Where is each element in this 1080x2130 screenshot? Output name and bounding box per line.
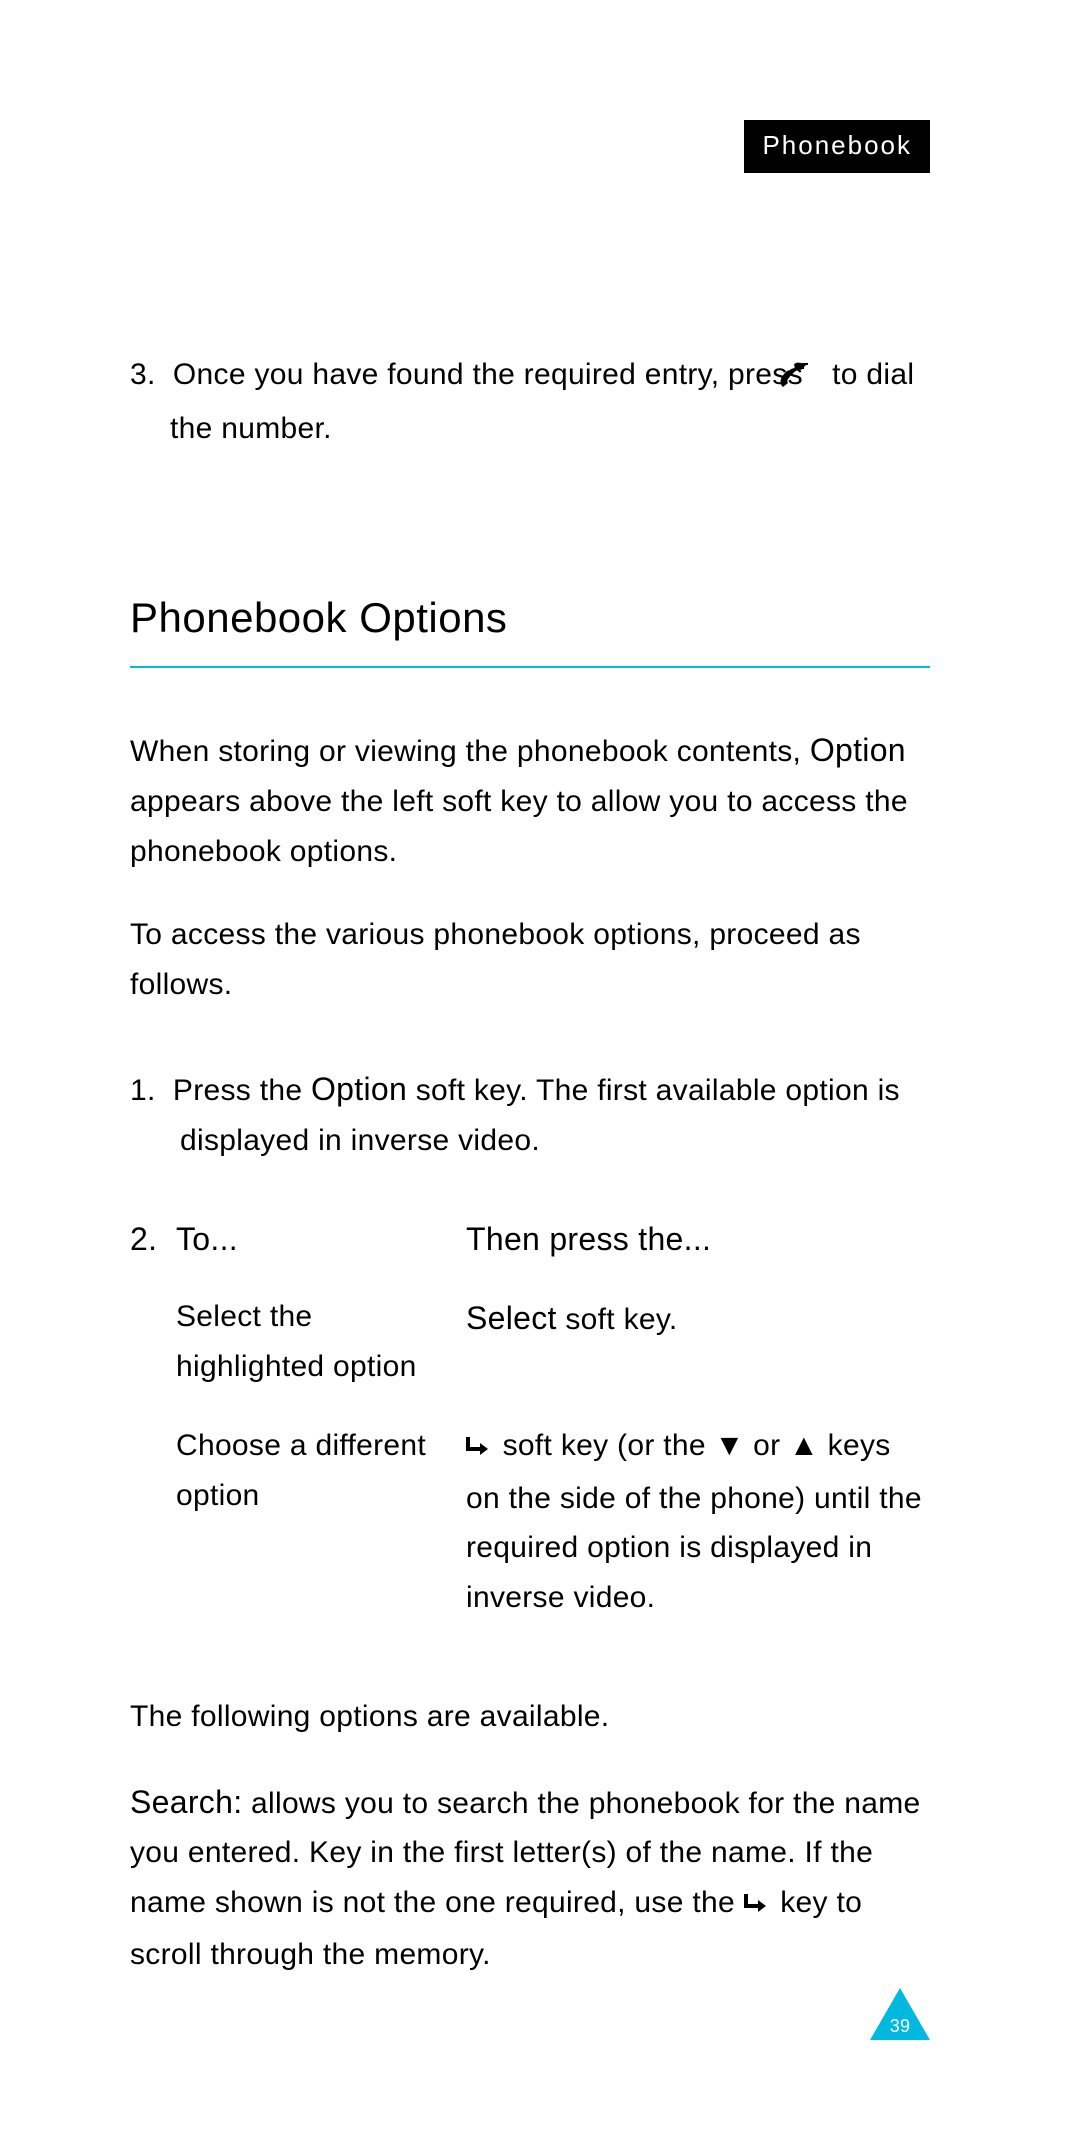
document-page: Phonebook 3. Once you have found the req… bbox=[0, 0, 1080, 2130]
step-number: 2. bbox=[130, 1213, 176, 1266]
step-3: 3. Once you have found the required entr… bbox=[130, 350, 930, 453]
text: soft key (or the bbox=[494, 1429, 714, 1462]
col-to-header: To... bbox=[176, 1213, 466, 1266]
page-number: 39 bbox=[870, 2012, 930, 2042]
intro-paragraph-2: To access the various phonebook options,… bbox=[130, 910, 930, 1009]
col-then-header: Then press the... bbox=[466, 1213, 930, 1266]
intro-paragraph-1: When storing or viewing the phonebook co… bbox=[130, 724, 930, 876]
text: When storing or viewing the phonebook co… bbox=[130, 735, 810, 768]
down-triangle-icon: ▼ bbox=[714, 1429, 744, 1462]
then-cell: Select soft key. bbox=[466, 1292, 930, 1345]
step-text-before: Once you have found the required entry, … bbox=[173, 358, 803, 391]
step-1: 1. Press the Option soft key. The first … bbox=[130, 1063, 930, 1165]
text: Press the bbox=[173, 1074, 311, 1107]
arrow-down-right-icon bbox=[466, 1424, 490, 1474]
search-option: Search: allows you to search the phonebo… bbox=[130, 1776, 930, 1980]
step-number: 1. bbox=[130, 1074, 156, 1107]
step-number: 3. bbox=[130, 358, 156, 391]
text: soft key. bbox=[557, 1303, 678, 1336]
section-heading: Phonebook Options bbox=[130, 583, 930, 668]
to-cell: Select the highlighted option bbox=[176, 1292, 466, 1391]
step-2-table: 2. To... Then press the... Select the hi… bbox=[130, 1213, 930, 1622]
table-row: Select the highlighted option Select sof… bbox=[130, 1292, 930, 1391]
section-label: Phonebook bbox=[744, 120, 930, 173]
select-term: Select bbox=[466, 1300, 557, 1336]
option-term: Option bbox=[810, 732, 906, 768]
text: or bbox=[744, 1429, 789, 1462]
arrow-down-right-icon bbox=[744, 1881, 768, 1931]
page-number-marker: 39 bbox=[870, 1988, 930, 2040]
then-cell: soft key (or the ▼ or ▲ keys on the side… bbox=[466, 1421, 930, 1622]
table-row: Choose a different option soft key (or t… bbox=[130, 1421, 930, 1622]
to-cell: Choose a different option bbox=[176, 1421, 466, 1520]
text: appears above the left soft key to allow… bbox=[130, 785, 908, 868]
up-triangle-icon: ▲ bbox=[789, 1429, 819, 1462]
following-options: The following options are available. bbox=[130, 1692, 930, 1742]
search-term: Search: bbox=[130, 1784, 242, 1820]
table-header-row: 2. To... Then press the... bbox=[130, 1213, 930, 1266]
option-term: Option bbox=[311, 1071, 407, 1107]
